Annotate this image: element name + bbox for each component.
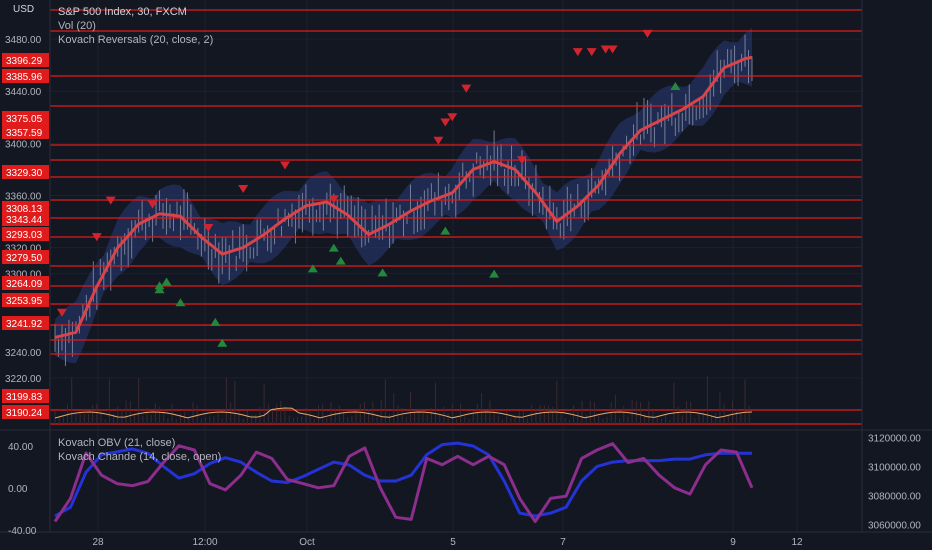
price-tick-label: 3220.00 bbox=[5, 374, 42, 385]
reversal-up-arrow bbox=[210, 317, 221, 326]
reversal-up-arrow bbox=[670, 82, 681, 90]
level-tag bbox=[2, 69, 49, 83]
indicator-kovach-obv[interactable]: Kovach OBV (21, close) bbox=[58, 437, 175, 449]
reversal-up-arrow bbox=[440, 226, 451, 235]
level-tag-label: 3375.05 bbox=[6, 114, 43, 125]
reversal-down-arrow bbox=[56, 308, 67, 317]
volume-histogram bbox=[54, 376, 753, 424]
time-tick-label: 12 bbox=[791, 537, 803, 548]
level-tag-label: 3308.13 bbox=[6, 204, 43, 215]
level-tag bbox=[2, 201, 49, 215]
level-tag bbox=[2, 316, 49, 330]
osc-tick-label: -40.00 bbox=[8, 526, 37, 537]
reversal-up-arrow bbox=[217, 338, 228, 347]
price-average-line bbox=[54, 55, 753, 339]
reversal-up-arrow bbox=[377, 268, 388, 277]
reversal-up-arrow bbox=[161, 277, 172, 286]
reversal-down-arrow bbox=[516, 156, 527, 165]
reversal-down-arrow bbox=[105, 196, 116, 205]
level-tag bbox=[2, 111, 49, 125]
level-tag-label: 3279.50 bbox=[6, 253, 43, 264]
level-tag bbox=[2, 53, 49, 67]
obv-tick-label: 3120000.00 bbox=[868, 433, 921, 444]
level-tag-label: 3357.59 bbox=[6, 128, 43, 139]
price-tick-label: 3440.00 bbox=[5, 87, 42, 98]
level-tag-label: 3385.96 bbox=[6, 72, 43, 83]
time-tick-label: 9 bbox=[730, 537, 736, 548]
price-tick-label: 3240.00 bbox=[5, 348, 42, 359]
level-tag-label: 3293.03 bbox=[6, 230, 43, 241]
price-tick-label: 3400.00 bbox=[5, 139, 42, 150]
indicator-kovach-reversals[interactable]: Kovach Reversals (20, close, 2) bbox=[58, 34, 213, 46]
volume-average-line bbox=[54, 407, 753, 419]
reversal-down-arrow bbox=[607, 45, 618, 54]
indicator-kovach-chande[interactable]: Kovach Chande (14, close, open) bbox=[58, 451, 221, 463]
osc-tick-label: 0.00 bbox=[8, 484, 28, 495]
level-tag-label: 3264.09 bbox=[6, 279, 43, 290]
level-tag-label: 3199.83 bbox=[6, 392, 43, 403]
time-tick-label: 28 bbox=[92, 537, 104, 548]
reversal-up-arrow bbox=[307, 264, 318, 273]
chande-line bbox=[53, 442, 754, 523]
symbol-title: S&P 500 Index, 30, FXCM bbox=[58, 6, 187, 18]
reversal-up-arrow bbox=[175, 298, 186, 307]
level-tags: 3396.29 3385.96 3375.05 3357.59 3329.30 3308.… bbox=[2, 53, 49, 419]
level-tag-label: 3190.24 bbox=[6, 408, 43, 419]
level-tag-label: 3329.30 bbox=[6, 168, 43, 179]
level-tag bbox=[2, 405, 49, 419]
currency-label[interactable]: USD bbox=[13, 4, 34, 15]
reversal-down-arrow bbox=[203, 224, 214, 233]
level-tag bbox=[2, 125, 49, 139]
obv-tick-label: 3060000.00 bbox=[868, 521, 921, 532]
reversal-up-arrow bbox=[328, 243, 339, 252]
level-tag-label: 3253.95 bbox=[6, 296, 43, 307]
level-tag bbox=[2, 212, 49, 226]
reversal-down-arrow bbox=[572, 48, 583, 57]
reversal-down-arrow bbox=[328, 195, 339, 204]
reversal-down-arrow bbox=[586, 48, 597, 57]
reversal-down-arrow bbox=[440, 118, 451, 127]
level-lines bbox=[50, 9, 862, 425]
reversal-down-arrow bbox=[280, 161, 291, 170]
level-tag bbox=[2, 276, 49, 290]
level-tag bbox=[2, 227, 49, 241]
level-tag bbox=[2, 250, 49, 264]
price-line bbox=[54, 55, 753, 339]
time-tick-label: 5 bbox=[450, 537, 456, 548]
reversal-down-arrow bbox=[147, 200, 158, 209]
obv-tick-label: 3100000.00 bbox=[868, 462, 921, 473]
level-tag bbox=[2, 165, 49, 179]
obv-tick-label: 3080000.00 bbox=[868, 492, 921, 503]
time-tick-label: 12:00 bbox=[192, 537, 217, 548]
price-tick-label: 3320.00 bbox=[5, 244, 42, 255]
osc-tick-label: 40.00 bbox=[8, 442, 33, 453]
level-tag bbox=[2, 389, 49, 403]
reversal-down-arrow bbox=[600, 45, 611, 54]
reversal-up-arrow bbox=[489, 269, 500, 278]
price-tick-label: 3360.00 bbox=[5, 191, 42, 202]
reversal-down-arrow bbox=[91, 233, 102, 242]
reversal-up-arrow bbox=[154, 281, 165, 290]
price-tick-label: 3480.00 bbox=[5, 35, 42, 46]
oscillator-lines bbox=[53, 441, 754, 523]
price-tick-label: 3300.00 bbox=[5, 270, 42, 281]
reversal-down-arrow bbox=[642, 29, 653, 38]
reversal-down-arrow bbox=[238, 184, 249, 193]
level-tag-label: 3343.44 bbox=[6, 215, 43, 226]
indicator-vol[interactable]: Vol (20) bbox=[58, 20, 96, 32]
price-bars bbox=[54, 34, 753, 366]
time-tick-label: Oct bbox=[299, 537, 315, 548]
reversal-down-arrow bbox=[433, 136, 444, 145]
level-tag-label: 3241.92 bbox=[6, 319, 43, 330]
level-tag bbox=[2, 293, 49, 307]
reversal-arrows bbox=[56, 29, 681, 347]
reversal-up-arrow bbox=[335, 256, 346, 265]
reversal-down-arrow bbox=[461, 84, 472, 93]
level-tag-label: 3396.29 bbox=[6, 56, 43, 67]
time-tick-label: 7 bbox=[560, 537, 566, 548]
reversal-down-arrow bbox=[447, 113, 458, 122]
